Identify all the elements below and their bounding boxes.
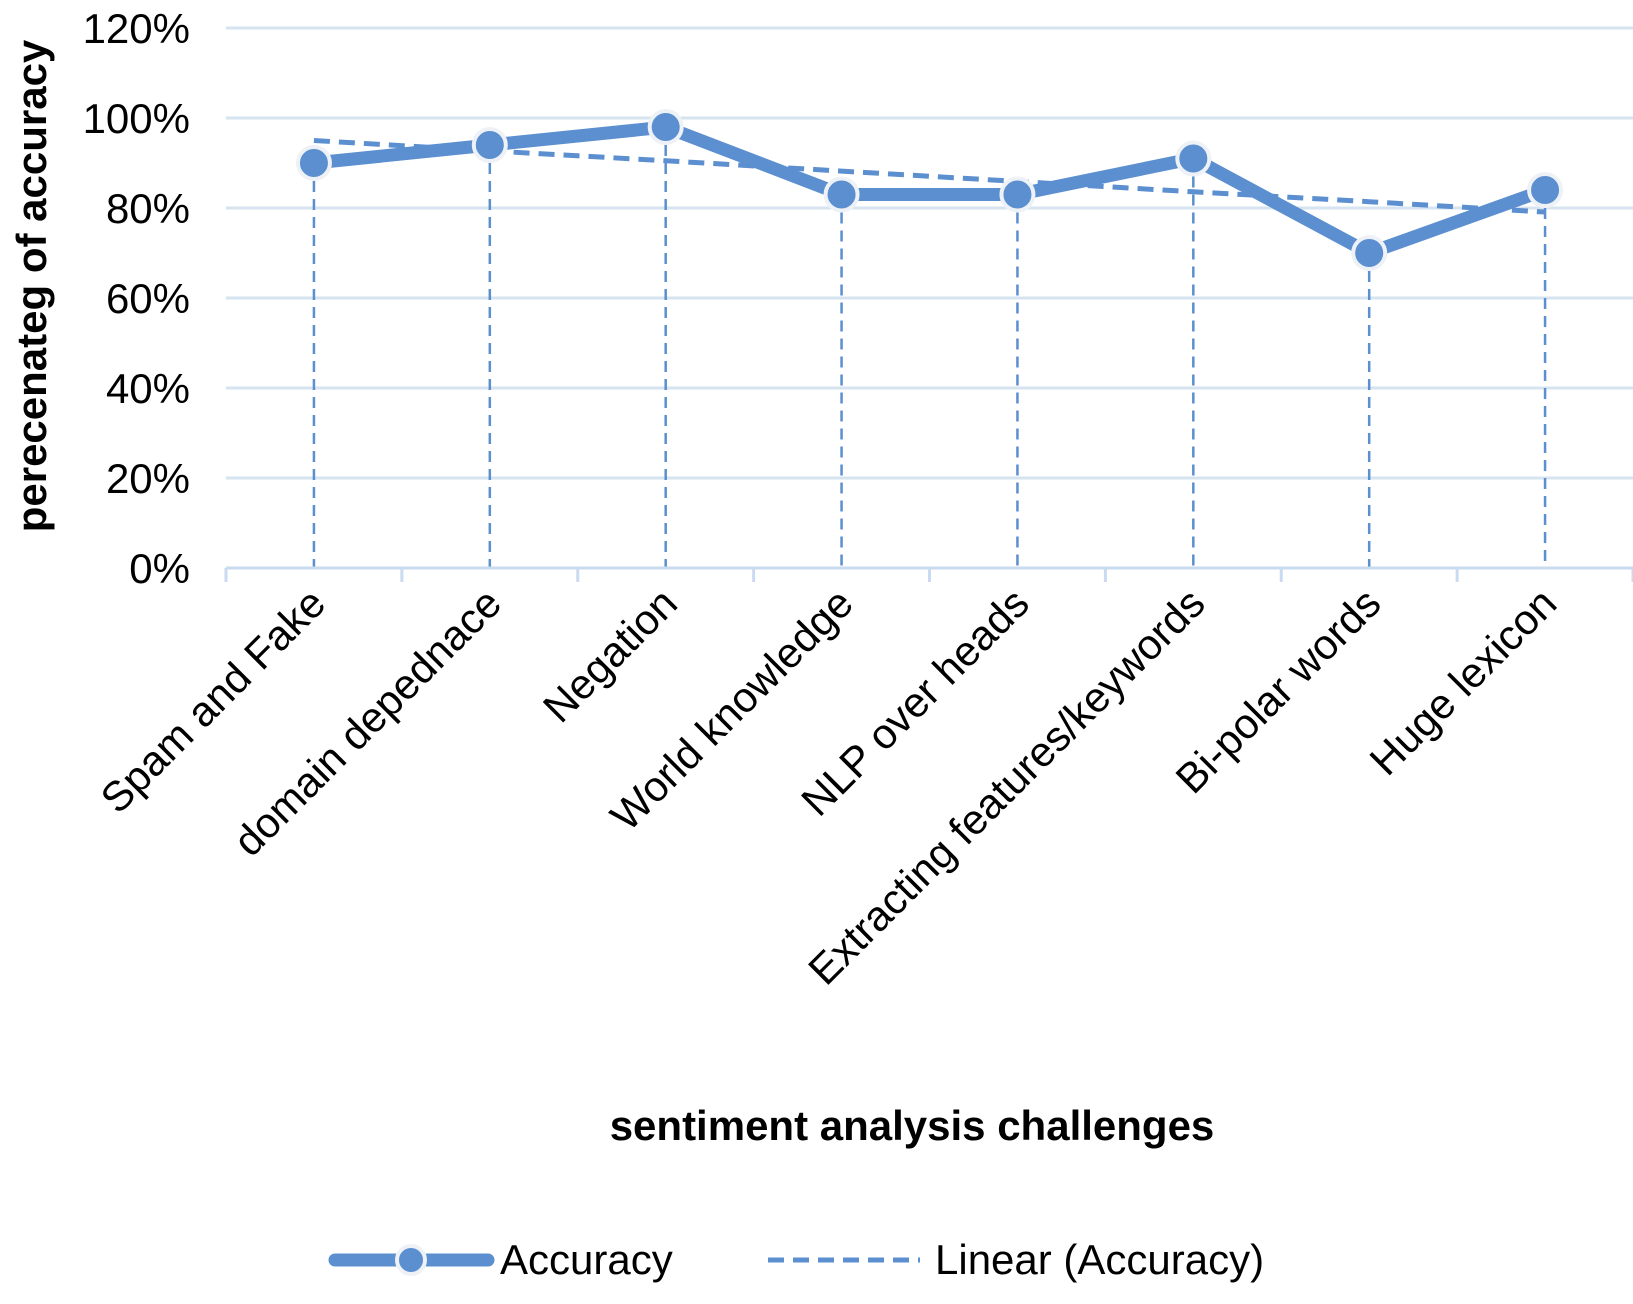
legend-item-accuracy: Accuracy — [328, 1236, 673, 1283]
y-tick-label: 20% — [106, 455, 190, 502]
x-tick-label: Huge lexicon — [1360, 579, 1565, 784]
legend: Accuracy Linear (Accuracy) — [328, 1236, 1264, 1283]
y-tick-labels: 0% 20% 40% 60% 80% 100% 120% — [83, 5, 190, 592]
x-tick-label: Negation — [534, 579, 686, 731]
data-point — [647, 109, 684, 145]
y-tick-label: 60% — [106, 275, 190, 322]
x-axis-title: sentiment analysis challenges — [610, 1102, 1215, 1149]
legend-accuracy-label: Accuracy — [500, 1236, 673, 1283]
y-tick-label: 120% — [83, 5, 190, 52]
legend-item-linear: Linear (Accuracy) — [768, 1236, 1264, 1283]
accuracy-line — [307, 120, 1552, 260]
gridlines — [226, 26, 1633, 480]
data-point — [823, 176, 860, 213]
legend-accuracy-marker — [395, 1244, 427, 1276]
x-axis — [224, 566, 1633, 582]
legend-linear-label: Linear (Accuracy) — [935, 1236, 1264, 1283]
data-point — [471, 127, 508, 163]
y-axis-title: perecenateg of accuracy — [8, 39, 55, 532]
y-tick-label: 0% — [129, 545, 190, 592]
trendline-path — [313, 138, 1546, 215]
data-point — [295, 145, 332, 181]
y-tick-label: 40% — [106, 365, 190, 412]
y-tick-label: 80% — [106, 185, 190, 232]
accuracy-series — [295, 109, 1564, 271]
trendline — [313, 138, 1546, 215]
drop-lines — [312, 127, 1547, 568]
data-point — [1527, 172, 1564, 208]
data-point — [1351, 235, 1388, 271]
data-point — [999, 176, 1036, 213]
data-point — [1175, 140, 1212, 177]
y-tick-label: 100% — [83, 95, 190, 142]
